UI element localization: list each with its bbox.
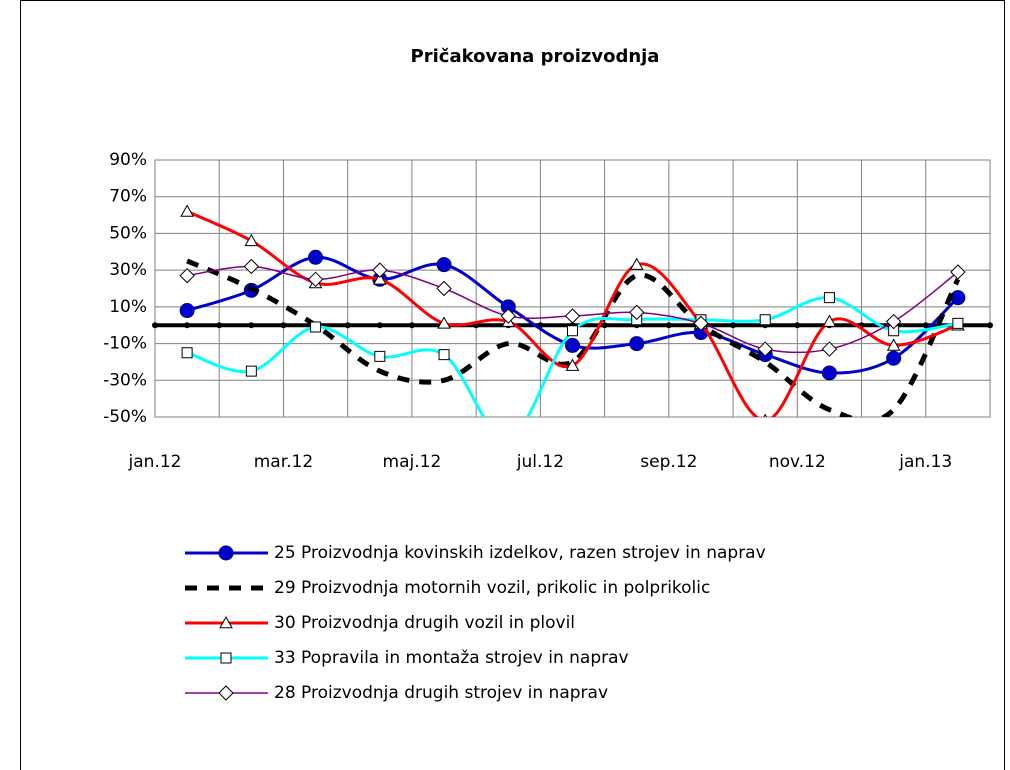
marker (245, 365, 257, 377)
marker (436, 280, 452, 297)
x-tick-label: maj.12 (383, 452, 442, 472)
marker (218, 545, 234, 561)
marker (437, 316, 451, 329)
y-tick-label: 10% (109, 297, 147, 317)
marker (629, 336, 645, 352)
x-tick-label: mar.12 (254, 452, 313, 472)
marker (244, 233, 259, 247)
axis-tick (376, 322, 383, 329)
marker (180, 204, 194, 217)
marker (564, 308, 581, 324)
marker (763, 413, 768, 417)
legend-label: 33 Popravila in montaža strojev in napra… (274, 648, 629, 668)
marker (243, 258, 260, 275)
marker (372, 272, 387, 285)
marker (308, 249, 324, 265)
legend-label: 25 Proizvodnja kovinskih izdelkov, razen… (274, 543, 766, 563)
axis-tick (344, 322, 351, 329)
axis-tick (601, 322, 608, 329)
marker (693, 315, 709, 332)
x-tick-label: sep.12 (640, 452, 697, 472)
marker (821, 341, 838, 357)
marker (436, 257, 452, 273)
marker (757, 341, 773, 357)
grid (152, 159, 993, 418)
marker (759, 314, 771, 326)
legend-label: 29 Proizvodnja motornih vozil, prikolic … (274, 578, 710, 598)
plot (179, 204, 966, 417)
y-tick-label: -10% (103, 334, 147, 354)
marker (374, 350, 386, 362)
axis-tick (152, 322, 158, 329)
axis-tick (794, 322, 801, 329)
marker (885, 313, 902, 330)
marker (565, 358, 580, 371)
axis-tick (280, 322, 287, 329)
x-tick-label: jul.12 (516, 452, 564, 472)
marker (438, 349, 450, 361)
marker (219, 615, 233, 629)
axis-tick (408, 322, 415, 329)
marker (952, 317, 964, 329)
axis-tick (987, 322, 993, 329)
axis-tick (922, 322, 929, 329)
marker (822, 314, 837, 327)
plot-area (154, 159, 991, 418)
marker (950, 264, 966, 280)
axis-tick (665, 322, 672, 329)
axis-tick (730, 322, 737, 329)
marker (179, 303, 195, 319)
labels: 90% 70% 50% 30% 10% -10% -30% -50% jan.12 mar.12 m… (103, 150, 952, 703)
legend-label: 28 Proizvodnja drugih strojev in naprav (274, 683, 608, 703)
axis-tick (248, 322, 255, 329)
x-tick-label: jan.13 (898, 452, 952, 472)
legend-label: 30 Proizvodnja drugih vozil in plovil (274, 613, 575, 633)
marker (307, 271, 324, 288)
marker (220, 652, 232, 664)
marker (886, 338, 901, 351)
marker (823, 292, 835, 304)
y-tick-label: -50% (103, 407, 147, 427)
y-tick-label: -30% (103, 370, 147, 390)
x-tick-label: jan.12 (128, 452, 182, 472)
marker (218, 685, 234, 701)
marker (565, 337, 580, 353)
chart-title: Pričakovana proizvodnja (411, 46, 660, 67)
axis-tick (184, 322, 191, 329)
y-tick-label: 50% (109, 223, 147, 243)
marker (629, 257, 644, 270)
x-tick-label: nov.12 (769, 452, 826, 472)
marker (310, 321, 322, 333)
y-tick-label: 70% (109, 187, 147, 207)
marker (629, 304, 645, 321)
marker (567, 325, 578, 337)
marker (886, 350, 902, 366)
y-tick-label: 30% (109, 260, 147, 280)
marker (181, 347, 193, 359)
marker (500, 308, 516, 324)
marker (179, 267, 195, 284)
y-tick-label: 90% (109, 150, 147, 170)
marker (821, 365, 837, 381)
axis-tick (216, 322, 223, 329)
marker (950, 290, 966, 306)
marker (372, 262, 388, 278)
